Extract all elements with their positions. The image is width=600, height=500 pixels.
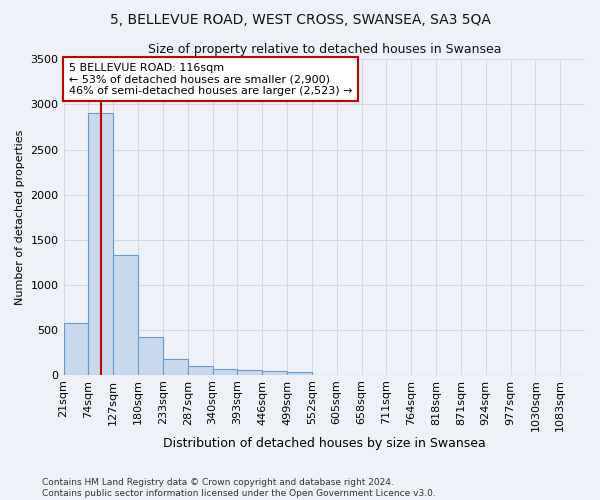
Text: Contains HM Land Registry data © Crown copyright and database right 2024.
Contai: Contains HM Land Registry data © Crown c… xyxy=(42,478,436,498)
Bar xyxy=(188,366,212,374)
Title: Size of property relative to detached houses in Swansea: Size of property relative to detached ho… xyxy=(148,42,501,56)
Text: 5, BELLEVUE ROAD, WEST CROSS, SWANSEA, SA3 5QA: 5, BELLEVUE ROAD, WEST CROSS, SWANSEA, S… xyxy=(110,12,490,26)
Text: 5 BELLEVUE ROAD: 116sqm
← 53% of detached houses are smaller (2,900)
46% of semi: 5 BELLEVUE ROAD: 116sqm ← 53% of detache… xyxy=(69,62,352,96)
Bar xyxy=(238,370,262,374)
Bar xyxy=(138,338,163,374)
Bar xyxy=(212,369,238,374)
Bar xyxy=(88,112,113,374)
Y-axis label: Number of detached properties: Number of detached properties xyxy=(15,130,25,305)
Bar xyxy=(262,370,287,374)
Bar xyxy=(64,324,88,374)
Bar xyxy=(287,372,312,374)
Bar xyxy=(163,359,188,374)
X-axis label: Distribution of detached houses by size in Swansea: Distribution of detached houses by size … xyxy=(163,437,485,450)
Bar xyxy=(113,255,138,374)
